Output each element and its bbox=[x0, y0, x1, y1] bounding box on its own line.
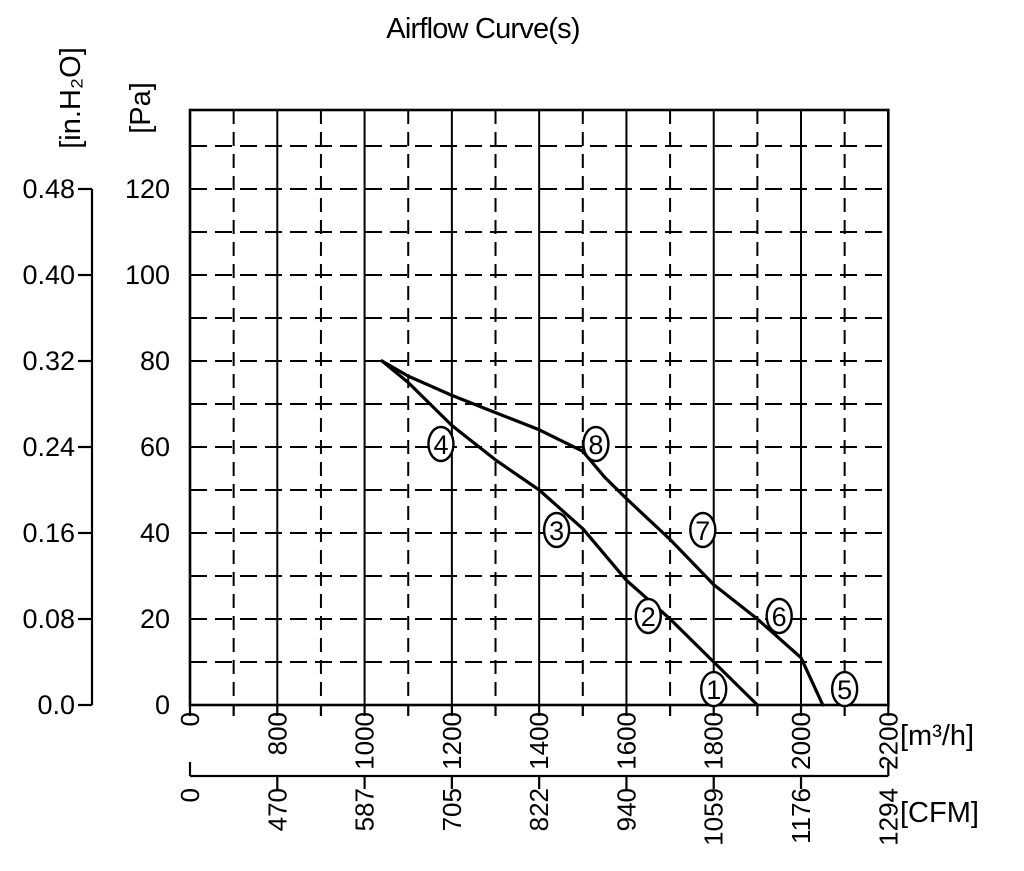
y-tick-label-inh2o-0.24: 0.24 bbox=[22, 432, 75, 462]
y-tick-label-inh2o-0.32: 0.32 bbox=[22, 346, 75, 376]
y-tick-label-inh2o-0.0: 0.0 bbox=[37, 690, 75, 720]
y-tick-label-inh2o-0.16: 0.16 bbox=[22, 518, 75, 548]
y-tick-label-pa-60: 60 bbox=[140, 432, 170, 462]
x-axis-unit-cfm: [CFM] bbox=[900, 797, 979, 829]
curve-label-circle-6 bbox=[765, 597, 793, 635]
curve-5-6-7-8 bbox=[380, 359, 825, 707]
x-tick-label-cfm-470: 470 bbox=[262, 788, 292, 831]
x-tick-label-m3h-2000: 2000 bbox=[786, 712, 816, 770]
x-tick-label-m3h-800: 800 bbox=[262, 712, 292, 755]
x-tick-label-m3h-1400: 1400 bbox=[524, 712, 554, 770]
x-tick-label-m3h-1800: 1800 bbox=[699, 712, 729, 770]
x-tick-label-m3h-1200: 1200 bbox=[437, 712, 467, 770]
curve-label-circle-1 bbox=[700, 670, 728, 708]
x-tick-label-m3h-2200: 2200 bbox=[873, 712, 903, 770]
curve-label-number-7: 7 bbox=[695, 516, 710, 546]
x-tick-label-cfm-1176: 1176 bbox=[786, 788, 816, 844]
x-tick-label-m3h-1600: 1600 bbox=[611, 712, 641, 770]
x-tick-label-m3h-1000: 1000 bbox=[350, 712, 380, 770]
y-tick-label-pa-120: 120 bbox=[125, 174, 170, 204]
y-tick-label-pa-40: 40 bbox=[140, 518, 170, 548]
x-axis-unit-m3h: [m³/h] bbox=[900, 720, 974, 752]
x-tick-label-cfm-1294: 1294 bbox=[873, 788, 903, 846]
curve-label-number-5: 5 bbox=[837, 675, 852, 705]
y-axis-unit-pa: [Pa] bbox=[125, 82, 157, 134]
x-tick-label-cfm-940: 940 bbox=[611, 788, 641, 831]
y-tick-label-pa-0: 0 bbox=[155, 690, 170, 720]
curve-label-number-1: 1 bbox=[706, 675, 721, 705]
y-axis-unit-inh2o: [in.H₂O] bbox=[55, 47, 87, 149]
curve-1-2-3-4 bbox=[380, 359, 760, 707]
y-tick-label-pa-20: 20 bbox=[140, 604, 170, 634]
curve-label-circle-8 bbox=[582, 425, 610, 463]
curve-label-number-2: 2 bbox=[641, 602, 656, 632]
plot-border bbox=[188, 108, 890, 707]
curve-label-circle-5 bbox=[830, 670, 859, 708]
curve-label-circle-4 bbox=[427, 425, 455, 463]
x-tick-label-cfm-1059: 1059 bbox=[699, 788, 729, 846]
chart-title: Airflow Curve(s) bbox=[386, 13, 580, 45]
curve-label-number-3: 3 bbox=[549, 516, 564, 546]
curve-label-circle-7 bbox=[689, 511, 717, 549]
curve-label-number-8: 8 bbox=[588, 430, 603, 460]
x-tick-label-cfm-0: 0 bbox=[175, 788, 205, 802]
curve-label-circle-2 bbox=[634, 597, 662, 635]
x-tick-label-cfm-705: 705 bbox=[437, 788, 467, 831]
x-tick-label-cfm-822: 822 bbox=[524, 788, 554, 831]
y-tick-label-inh2o-0.48: 0.48 bbox=[22, 174, 75, 204]
y-tick-label-inh2o-0.08: 0.08 bbox=[22, 604, 75, 634]
curve-label-circle-3 bbox=[542, 511, 571, 549]
y-tick-label-pa-100: 100 bbox=[125, 260, 170, 290]
y-tick-label-pa-80: 80 bbox=[140, 346, 170, 376]
y-tick-label-inh2o-0.40: 0.40 bbox=[22, 260, 75, 290]
x-tick-label-cfm-587: 587 bbox=[350, 788, 380, 831]
curve-label-number-6: 6 bbox=[772, 602, 787, 632]
curve-label-number-4: 4 bbox=[433, 430, 448, 460]
x-tick-label-m3h-0: 0 bbox=[175, 712, 205, 726]
